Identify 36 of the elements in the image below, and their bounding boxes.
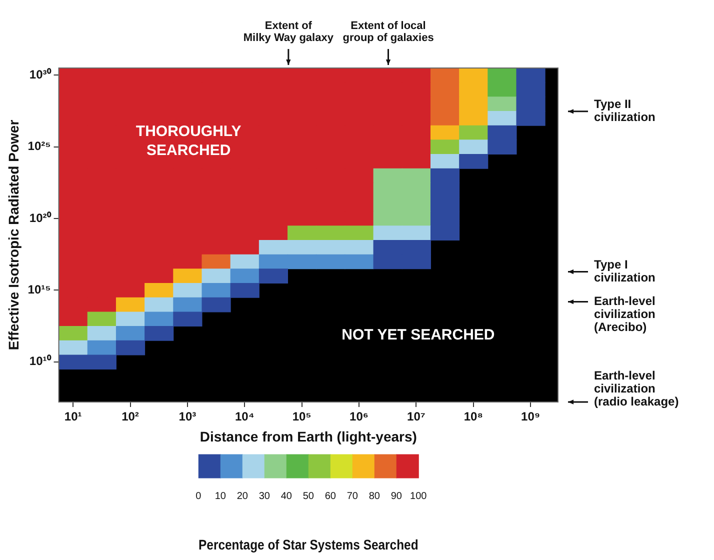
x-tick-label: 10³ [178, 410, 196, 424]
y-tick-label: 10²⁰ [29, 210, 52, 225]
text: Earth-level civilization (Arecibo) [594, 294, 656, 334]
y-tick-label: 10¹⁰ [29, 354, 52, 368]
x-tick-label: 10⁹ [521, 410, 540, 424]
text: Extent of Milky Way galaxy [243, 20, 334, 44]
color-bar-label: 10 [214, 490, 226, 502]
x-tick-label: 10² [122, 410, 139, 424]
color-bar-label: 40 [280, 490, 292, 502]
annotation: NOT YET SEARCHED [342, 326, 495, 344]
x-axis-title: Distance from Earth (light-years) [200, 428, 417, 445]
color-bar-label: 80 [368, 490, 380, 502]
text: Type I civilization [594, 258, 656, 285]
x-tick-label: 10⁷ [407, 410, 426, 424]
y-tick-label: 10¹⁵ [28, 282, 51, 296]
text: Extent of local group of galaxies [342, 20, 434, 44]
annotation: THOROUGHLY SEARCHED [136, 123, 242, 160]
x-tick-label: 10⁸ [464, 410, 483, 424]
color-bar-label: 90 [390, 490, 402, 502]
color-bar-label: 50 [302, 490, 314, 502]
y-tick-label: 10³⁰ [29, 67, 52, 82]
color-bar-label: 30 [258, 490, 270, 502]
text: Earth-level civilization (radio leakage) [594, 368, 679, 408]
x-tick-label: 10⁶ [350, 410, 368, 424]
color-bar-label: 20 [236, 490, 248, 502]
color-bar-label: 60 [324, 490, 336, 502]
y-tick-label: 10²⁵ [28, 139, 51, 154]
color-bar-title: Percentage of Star Systems Searched [198, 536, 418, 553]
text: Type II civilization [594, 97, 656, 124]
x-tick-label: 10⁵ [292, 410, 312, 424]
color-bar-label: 70 [346, 490, 358, 502]
color-bar-label: 100 [410, 490, 428, 502]
color-bar-label: 0 [196, 490, 202, 502]
y-axis-title: Effective Isotropic Radiated Power [5, 119, 22, 350]
x-tick-label: 10⁴ [234, 410, 254, 424]
x-tick-label: 10¹ [64, 410, 82, 424]
